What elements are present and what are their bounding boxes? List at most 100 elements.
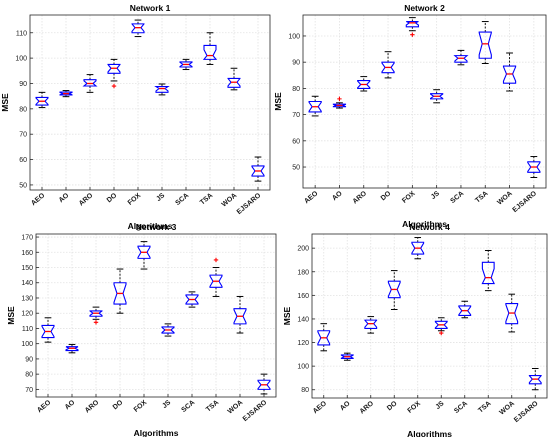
- axes-frame: [29, 14, 271, 191]
- outlier-marker: [337, 96, 342, 102]
- x-tick-label: AEO: [303, 190, 320, 205]
- x-tick-label: JS: [434, 400, 445, 411]
- box-aeo: [41, 317, 55, 343]
- x-tick-label: JS: [430, 190, 441, 201]
- x-tick-label: JS: [161, 399, 172, 410]
- notched-box: [317, 330, 331, 346]
- box-fox: [405, 17, 419, 37]
- notched-box: [209, 274, 223, 288]
- notched-box: [113, 282, 127, 305]
- x-tick-label: JS: [155, 192, 166, 203]
- x-tick-label: WOA: [221, 192, 239, 208]
- box-ejsaro: [251, 156, 265, 182]
- outlier-marker: [213, 257, 219, 263]
- y-tick-label: 60: [292, 138, 300, 145]
- x-tick-label: FOX: [127, 192, 143, 207]
- y-axis-label: MSE: [6, 306, 16, 325]
- notched-box: [179, 61, 193, 68]
- box-ejsaro: [527, 156, 541, 179]
- y-tick-label: 60: [19, 157, 27, 164]
- box-fox: [137, 241, 151, 270]
- chart-title: Network 2: [404, 3, 445, 13]
- box-tsa: [202, 32, 218, 65]
- outlier-marker: [439, 330, 444, 336]
- notched-box: [478, 31, 492, 59]
- panel-network-4: 80 100 120 140 160 180 200 AEO AO ARO DO FOX JS SCA TS…: [282, 222, 548, 439]
- notched-box: [453, 55, 469, 63]
- x-tick-label: DO: [106, 192, 119, 204]
- x-tick-label: EJSARO: [513, 400, 540, 424]
- x-tick-label: TSA: [474, 190, 489, 204]
- box-woa: [505, 293, 519, 333]
- x-tick-label: WOA: [496, 190, 514, 206]
- plot-area: [36, 234, 276, 397]
- y-tick-label: 50: [19, 182, 27, 189]
- notched-box: [107, 63, 121, 74]
- outlier-marker: [111, 83, 117, 89]
- notched-box: [202, 44, 218, 60]
- notched-box: [65, 346, 79, 352]
- y-tick-label: 120: [297, 340, 309, 347]
- box-fox: [131, 19, 145, 38]
- x-tick-label: ARO: [352, 190, 369, 206]
- notched-box: [505, 303, 519, 325]
- chart-title: Network 1: [130, 3, 171, 13]
- y-tick-label: 200: [297, 246, 309, 253]
- y-tick-label: 100: [15, 56, 27, 63]
- notched-box: [257, 379, 271, 390]
- y-tick-label: 100: [288, 33, 300, 40]
- y-axis-label: MSE: [282, 306, 292, 325]
- box-aeo: [308, 95, 322, 117]
- notched-box: [411, 241, 425, 255]
- x-axis-label: Algorithms: [134, 428, 179, 437]
- panel-network-3: 70 80 90 100 110 120 130 140 150 160 170 AEO AO ARO DO…: [6, 222, 277, 438]
- y-tick-label: 80: [25, 372, 33, 379]
- notched-box: [502, 65, 517, 84]
- box-sca: [453, 49, 469, 66]
- x-axis-label: Algorithms: [407, 429, 452, 437]
- box-tsa: [478, 21, 492, 64]
- box-aeo: [35, 91, 49, 109]
- box-aeo: [317, 323, 331, 352]
- y-tick-label: 80: [301, 387, 309, 394]
- notched-box: [131, 23, 145, 34]
- y-tick-label: 120: [21, 311, 33, 318]
- notched-box: [227, 77, 241, 88]
- y-tick-label: 150: [21, 265, 33, 272]
- y-axis-label: MSE: [273, 92, 283, 111]
- box-sca: [179, 58, 193, 71]
- y-tick-label: 50: [292, 165, 300, 172]
- notched-box: [357, 79, 371, 89]
- notched-box: [528, 375, 542, 385]
- y-tick-label: 70: [19, 132, 27, 139]
- y-tick-label: 140: [21, 280, 33, 287]
- x-tick-label: EJSARO: [236, 192, 263, 216]
- y-tick-label: 80: [19, 106, 27, 113]
- y-tick-label: 130: [21, 295, 33, 302]
- x-tick-label: AO: [64, 399, 77, 411]
- x-tick-label: DO: [386, 400, 399, 412]
- notched-box: [340, 354, 354, 360]
- notched-box: [527, 161, 541, 173]
- y-tick-label: 170: [21, 235, 33, 242]
- x-tick-label: SCA: [453, 400, 469, 415]
- box-ao: [332, 96, 347, 109]
- notched-box: [233, 308, 247, 325]
- x-tick-label: EJSARO: [242, 399, 269, 423]
- box-ao: [65, 343, 79, 354]
- y-tick-label: 70: [25, 387, 33, 394]
- box-tsa: [209, 257, 223, 297]
- box-js: [434, 317, 448, 336]
- x-tick-label: EJSARO: [512, 190, 539, 214]
- y-tick-label: 90: [19, 81, 27, 88]
- box-js: [430, 89, 444, 104]
- box-tsa: [481, 250, 496, 292]
- notched-box: [41, 324, 55, 339]
- axes-frame: [311, 233, 548, 399]
- x-tick-label: SCA: [180, 399, 196, 414]
- plot-area: [30, 15, 270, 190]
- x-tick-label: ARO: [359, 400, 376, 416]
- notched-box: [364, 319, 378, 329]
- box-aro: [89, 306, 103, 325]
